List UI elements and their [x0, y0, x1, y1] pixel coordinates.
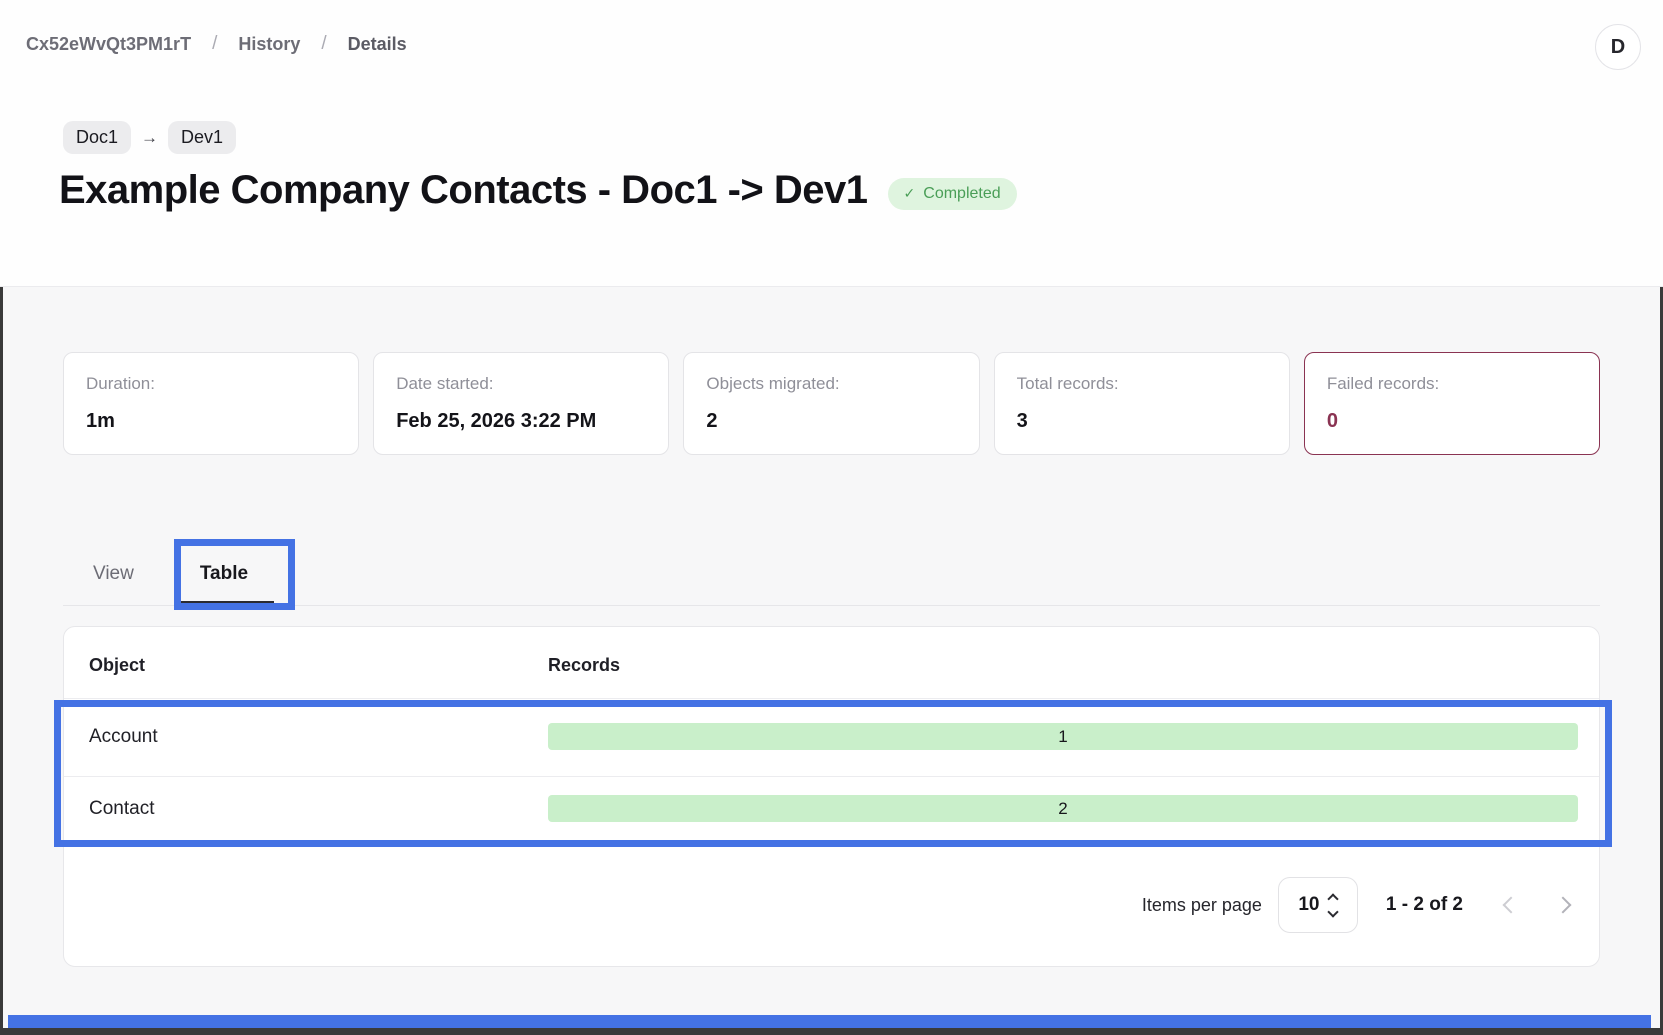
stat-label: Date started:	[396, 374, 494, 393]
stat-label: Total records:	[1016, 374, 1119, 393]
checkmark-icon: ✓	[903, 185, 916, 201]
tab-view[interactable]: View	[63, 542, 164, 606]
table-row-divider	[64, 776, 1599, 777]
breadcrumb: Cx52eWvQt3PM1rT / History / Details	[26, 33, 407, 55]
records-count: 2	[1058, 798, 1068, 818]
annotation-highlight-bottom-strip	[8, 1015, 1651, 1028]
stat-label: Failed records:	[1326, 374, 1440, 393]
stat-card-failed-records: Failed records: 0	[1303, 352, 1601, 455]
user-avatar[interactable]: D	[1595, 24, 1641, 70]
next-page-button[interactable]	[1554, 896, 1572, 914]
table-rows-bottom-divider	[64, 841, 1599, 842]
stat-label: Duration:	[86, 374, 155, 393]
chevron-down-icon	[1327, 905, 1340, 918]
previous-page-button[interactable]	[1502, 896, 1520, 914]
view-mode-tabs: View Table	[63, 542, 284, 606]
stats-row: Duration: 1m Date started: Feb 25, 2026 …	[63, 352, 1601, 455]
records-progress-bar-account: 1	[548, 723, 1578, 750]
column-header-records: Records	[548, 655, 621, 675]
stat-value: Feb 25, 2026 3:22 PM	[396, 410, 597, 432]
chevron-up-icon	[1327, 892, 1340, 905]
arrow-right-icon: →	[141, 127, 159, 147]
pagination-range-label: 1 - 2 of 2	[1385, 894, 1463, 915]
stat-card-objects-migrated: Objects migrated: 2	[683, 352, 980, 455]
status-badge-label: Completed	[923, 184, 1001, 202]
items-per-page-label: Items per page	[1141, 894, 1262, 915]
breadcrumb-item-project-id[interactable]: Cx52eWvQt3PM1rT	[26, 33, 192, 54]
items-per-page-select[interactable]: 10	[1277, 877, 1358, 933]
select-stepper-icon	[1327, 892, 1340, 918]
tab-table[interactable]: Table	[164, 542, 284, 606]
pagination: Items per page 10 1 - 2 of 2	[1141, 877, 1572, 933]
stat-value: 1m	[86, 410, 115, 432]
status-badge: ✓ Completed	[887, 177, 1017, 210]
stat-card-date-started: Date started: Feb 25, 2026 3:22 PM	[373, 352, 670, 455]
stat-value: 2	[706, 410, 718, 432]
source-environment-pill: Doc1	[63, 121, 132, 154]
stat-card-duration: Duration: 1m	[63, 352, 360, 455]
records-progress-bar-contact: 2	[548, 795, 1578, 822]
records-count: 1	[1058, 726, 1068, 746]
table-row-object-contact: Contact	[89, 798, 155, 819]
results-table-card: Object Records Account 1 Contact 2 Items…	[63, 626, 1600, 967]
breadcrumb-separator: /	[212, 33, 218, 54]
title-row: Example Company Contacts - Doc1 -> Dev1 …	[59, 168, 1623, 213]
page-title: Example Company Contacts - Doc1 -> Dev1	[59, 168, 868, 212]
breadcrumb-item-details: Details	[347, 33, 407, 54]
table-row-object-account: Account	[89, 726, 158, 747]
avatar-initial: D	[1610, 35, 1626, 58]
breadcrumb-separator: /	[321, 33, 327, 54]
environment-pills: Doc1 → Dev1	[63, 121, 237, 154]
table-header-divider	[64, 698, 1599, 699]
tab-view-label: View	[93, 563, 134, 584]
items-per-page-value: 10	[1298, 894, 1320, 915]
tab-table-label: Table	[199, 563, 249, 584]
stat-label: Objects migrated:	[706, 374, 840, 393]
page-header: Cx52eWvQt3PM1rT / History / Details D Do…	[0, 0, 1663, 287]
target-environment-pill: Dev1	[168, 121, 237, 154]
stat-value: 3	[1016, 410, 1028, 432]
tabs-divider	[63, 605, 1600, 606]
stat-card-total-records: Total records: 3	[993, 352, 1290, 455]
stat-value: 0	[1326, 410, 1338, 432]
breadcrumb-item-history[interactable]: History	[238, 33, 301, 54]
column-header-object: Object	[89, 655, 146, 675]
